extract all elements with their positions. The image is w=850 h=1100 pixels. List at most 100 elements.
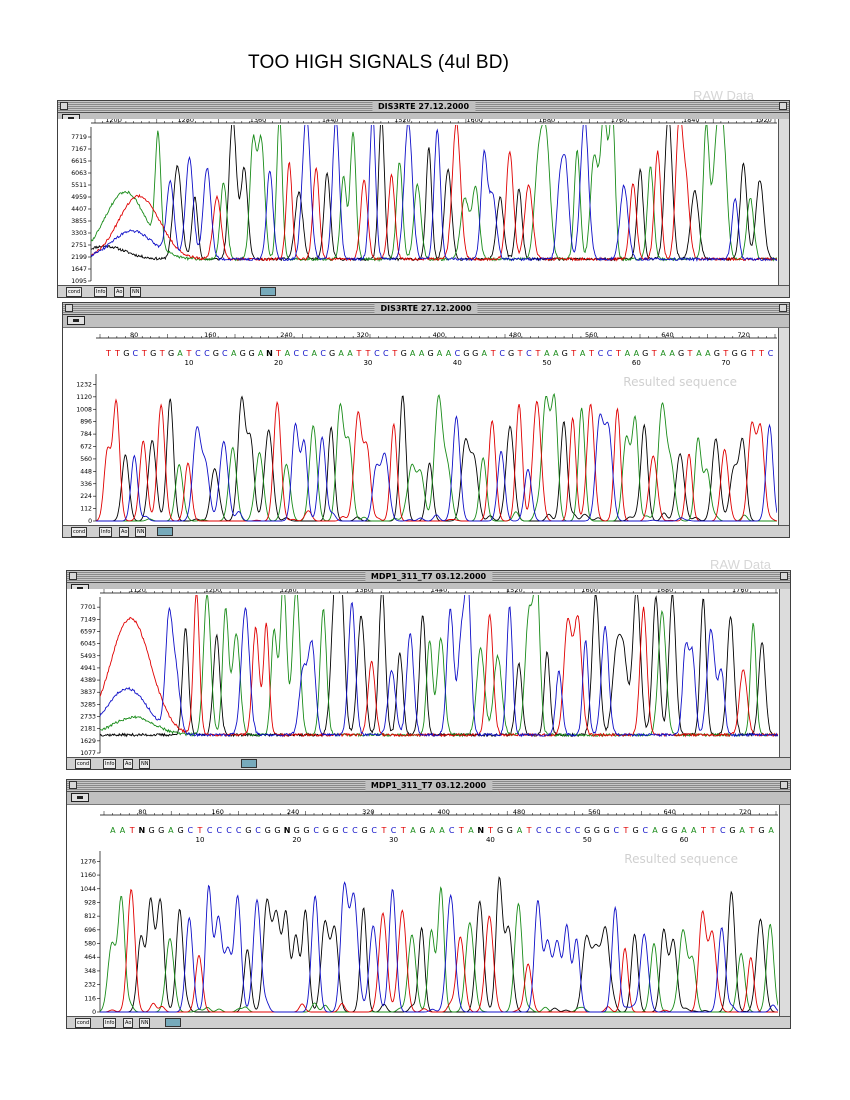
sequence-trace-chart: 80 160 240 320 400 480 560 640 72012761160104492…: [67, 805, 780, 1018]
x-tick-label: 640: [661, 331, 673, 339]
bottom-scrollbar[interactable]: cond Info Ao NN: [67, 1016, 790, 1028]
base-call-letter: G: [249, 349, 255, 358]
scroll-thumb[interactable]: [165, 1018, 181, 1027]
zoom-box-icon[interactable]: [779, 304, 787, 312]
base-call-letter: A: [410, 826, 416, 835]
nn-button[interactable]: NN: [135, 527, 147, 537]
window-titlebar[interactable]: MDP1_311_T7 03.12.2000: [67, 780, 790, 792]
y-tick-label: 336: [80, 481, 92, 488]
y-tick-label: 464: [84, 954, 96, 961]
base-position-label: 70: [721, 359, 730, 367]
base-call-letter: T: [687, 349, 693, 358]
base-call-letter: G: [507, 826, 513, 835]
ao-button[interactable]: Ao: [123, 759, 134, 769]
base-call-letter: C: [613, 826, 619, 835]
bottom-scrollbar[interactable]: cond Info Ao NN: [58, 285, 789, 297]
resulted-sequence-label: Resulted sequence: [624, 852, 738, 866]
x-tick-label: 1600: [466, 119, 483, 124]
base-call-letter: A: [439, 826, 445, 835]
green-trace-line: [91, 125, 777, 262]
zoom-box-icon[interactable]: [779, 102, 787, 110]
base-call-letter: T: [186, 349, 192, 358]
base-call-letter: T: [105, 349, 111, 358]
red-trace-line: [100, 888, 778, 1013]
print-icon[interactable]: [67, 316, 85, 325]
zoom-box-icon[interactable]: [780, 781, 788, 789]
base-call-letter: G: [168, 349, 174, 358]
base-call-letter: N: [477, 826, 484, 835]
bottom-scrollbar[interactable]: cond Info Ao NN: [67, 757, 790, 769]
x-tick-label: 1200: [105, 119, 122, 124]
base-call-letter: C: [720, 826, 726, 835]
base-call-letter: C: [598, 349, 604, 358]
close-box-icon[interactable]: [69, 781, 77, 789]
vertical-scrollbar[interactable]: [778, 119, 789, 287]
base-call-letter: A: [285, 349, 291, 358]
base-position-label: 20: [274, 359, 283, 367]
base-call-letter: A: [410, 349, 416, 358]
cond-button[interactable]: cond: [66, 287, 83, 297]
base-call-letter: T: [159, 349, 165, 358]
nn-button[interactable]: NN: [130, 287, 142, 297]
cond-button[interactable]: cond: [75, 1018, 92, 1028]
x-tick-label: 1520: [506, 589, 523, 594]
base-position-label: 60: [680, 836, 689, 844]
base-call-letter: C: [499, 349, 505, 358]
base-position-label: 30: [363, 359, 372, 367]
base-call-letter: C: [195, 349, 201, 358]
base-call-letter: G: [758, 826, 764, 835]
base-call-letter: A: [544, 349, 550, 358]
y-tick-label: 672: [80, 444, 92, 451]
base-call-letter: G: [642, 349, 648, 358]
y-tick-label: 1647: [71, 266, 87, 273]
base-call-letter: C: [575, 826, 581, 835]
close-box-icon[interactable]: [69, 572, 77, 580]
base-call-letter: T: [517, 349, 523, 358]
nn-button[interactable]: NN: [139, 759, 151, 769]
window-titlebar[interactable]: DIS3RTE 27.12.2000: [58, 101, 789, 113]
vertical-scrollbar[interactable]: [779, 589, 790, 759]
base-call-letter: T: [651, 349, 657, 358]
base-call-letter: G: [420, 826, 426, 835]
scroll-thumb[interactable]: [157, 527, 173, 536]
window-titlebar[interactable]: DIS3RTE 27.12.2000: [63, 303, 789, 315]
bottom-scrollbar[interactable]: cond Info Ao NN: [63, 525, 789, 537]
cond-button[interactable]: cond: [71, 527, 88, 537]
info-button[interactable]: Info: [94, 287, 108, 297]
y-tick-label: 1629: [80, 738, 96, 745]
scroll-thumb[interactable]: [241, 759, 257, 768]
vertical-scrollbar[interactable]: [779, 805, 790, 1018]
info-button[interactable]: Info: [103, 759, 117, 769]
x-tick-label: 640: [663, 808, 675, 816]
base-call-letter: G: [303, 826, 309, 835]
y-tick-label: 1232: [76, 381, 92, 388]
ao-button[interactable]: Ao: [119, 527, 130, 537]
close-box-icon[interactable]: [60, 102, 68, 110]
close-box-icon[interactable]: [65, 304, 73, 312]
info-button[interactable]: Info: [103, 1018, 117, 1028]
x-tick-label: 1520: [394, 119, 411, 124]
base-call-letter: C: [352, 826, 358, 835]
trace-window: MDP1_311_T7 03.12.2000 80 160 240 320 400 480…: [66, 779, 791, 1029]
cond-button[interactable]: cond: [75, 759, 92, 769]
base-call-letter: G: [662, 826, 668, 835]
print-icon[interactable]: [71, 793, 89, 802]
ao-button[interactable]: Ao: [123, 1018, 134, 1028]
base-call-letter: T: [710, 826, 716, 835]
info-button[interactable]: Info: [99, 527, 113, 537]
window-title: DIS3RTE 27.12.2000: [371, 101, 476, 112]
base-position-label: 40: [486, 836, 495, 844]
scroll-thumb[interactable]: [260, 287, 276, 296]
nn-button[interactable]: NN: [139, 1018, 151, 1028]
zoom-box-icon[interactable]: [780, 572, 788, 580]
y-tick-label: 560: [80, 456, 92, 463]
vertical-scrollbar[interactable]: [778, 328, 789, 527]
base-position-label: 20: [292, 836, 301, 844]
base-call-letter: A: [177, 349, 183, 358]
x-tick-label: 1360: [355, 589, 372, 594]
base-call-letter: T: [356, 349, 362, 358]
base-call-letter: G: [603, 826, 609, 835]
black-trace-line: [100, 595, 778, 738]
window-titlebar[interactable]: MDP1_311_T7 03.12.2000: [67, 571, 790, 583]
ao-button[interactable]: Ao: [114, 287, 125, 297]
